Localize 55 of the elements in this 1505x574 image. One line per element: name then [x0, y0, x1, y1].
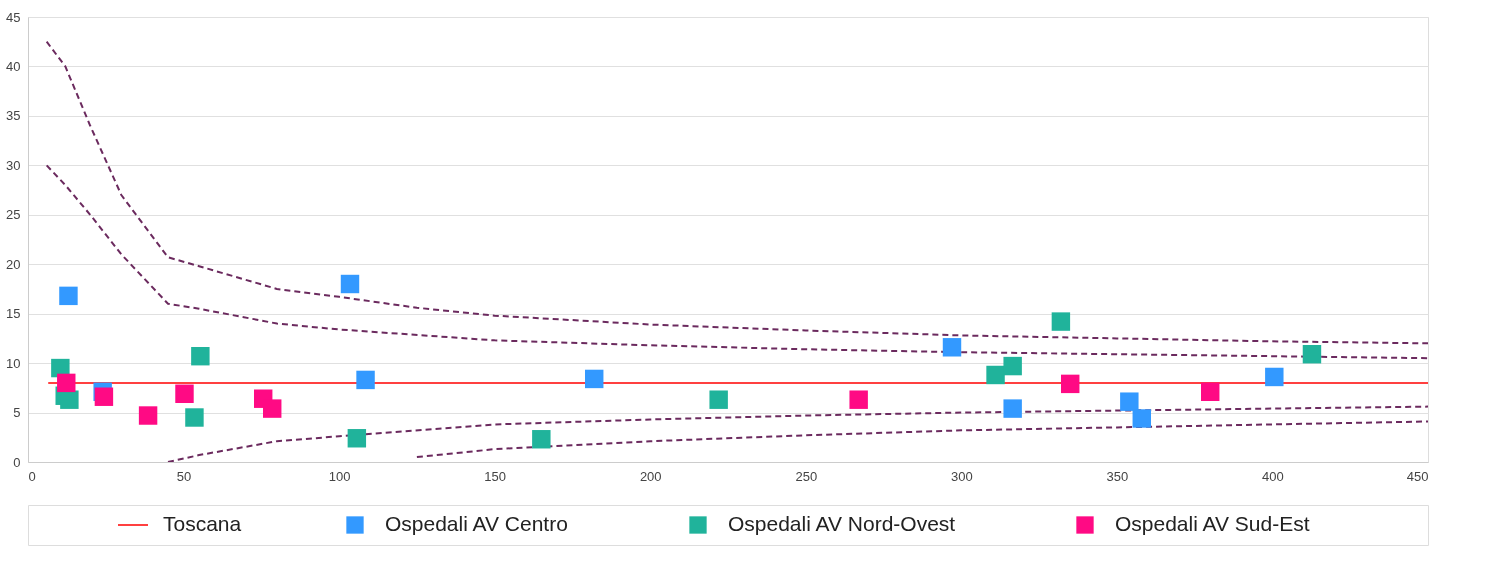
x-tick-label: 400 [1262, 468, 1284, 484]
legend-label: Ospedali AV Nord-Ovest [728, 512, 956, 535]
legend-label: Ospedali AV Centro [385, 512, 568, 535]
y-tick-label: 10 [6, 355, 21, 371]
y-tick-label: 15 [6, 306, 21, 322]
legend-label: Toscana [163, 512, 242, 535]
point [709, 390, 728, 409]
x-tick-label: 150 [484, 468, 507, 484]
line-series [415, 420, 1428, 459]
point [1061, 374, 1080, 394]
point [1302, 344, 1322, 364]
point [1201, 382, 1220, 402]
point [60, 390, 79, 409]
point [263, 399, 282, 418]
point [532, 430, 551, 449]
point [1265, 367, 1284, 387]
y-tick-label: 5 [13, 405, 21, 421]
point [185, 408, 204, 427]
x-tick-label: 50 [176, 468, 192, 484]
point [94, 387, 114, 406]
x-tick-label: 250 [795, 468, 818, 484]
x-tick-label: 200 [639, 468, 662, 484]
point [340, 274, 360, 294]
point [585, 369, 604, 389]
x-tick-label: 0 [28, 468, 36, 484]
legend-label: Ospedali AV Sud-Est [1115, 512, 1310, 535]
line-series [167, 405, 1428, 462]
x-tick-label: 300 [950, 468, 973, 484]
y-tick-label: 25 [6, 207, 21, 223]
point [347, 429, 367, 448]
line-series [45, 40, 1428, 345]
point [356, 370, 375, 390]
point [175, 384, 194, 403]
point [138, 406, 158, 425]
y-tick-label: 20 [6, 256, 21, 272]
y-tick-label: 30 [6, 157, 21, 173]
point [1003, 356, 1022, 376]
x-tick-label: 350 [1106, 468, 1129, 484]
y-tick-label: 45 [6, 9, 21, 25]
point [1003, 399, 1022, 418]
point [849, 390, 868, 409]
point [942, 338, 962, 357]
point [986, 365, 1005, 385]
x-tick-label: 100 [328, 468, 351, 484]
line-series [45, 164, 1428, 360]
point [1120, 392, 1139, 411]
point [1051, 312, 1071, 331]
point [191, 346, 210, 366]
point [59, 286, 78, 306]
x-tick-label: 450 [1406, 468, 1429, 484]
y-tick-label: 40 [6, 58, 21, 74]
point [57, 373, 76, 393]
y-tick-label: 35 [6, 108, 21, 124]
point [1132, 409, 1151, 428]
y-tick-label: 0 [13, 454, 21, 470]
